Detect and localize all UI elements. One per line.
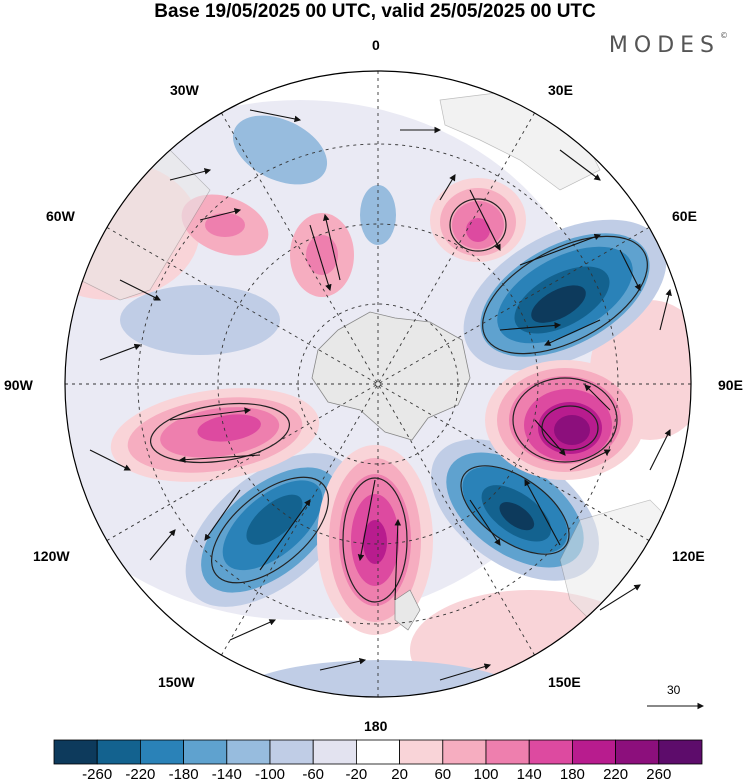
plot-title: Base 19/05/2025 00 UTC, valid 25/05/2025… — [154, 1, 596, 22]
colorbar-label: -180 — [168, 766, 199, 783]
contours — [149, 198, 648, 603]
pos-weak-60w-core — [205, 213, 245, 237]
neg-lobe-135w — [185, 453, 355, 607]
neg-weak-30w — [232, 115, 328, 185]
colorbar-label: -140 — [211, 766, 242, 783]
colorbar-label: 100 — [473, 766, 499, 783]
wind-vectors — [89, 109, 672, 681]
neg-weak-60w — [120, 285, 280, 355]
colorbar-swatch-11 — [528, 739, 573, 765]
lon-label-150w: 150W — [158, 674, 195, 690]
lon-label-90e: 90E — [718, 377, 743, 393]
colorbar-swatch-10 — [485, 739, 530, 765]
lon-label-30e: 30E — [548, 82, 573, 98]
colorbar-swatch-5 — [269, 739, 314, 765]
colorbar-swatch-0 — [53, 739, 98, 765]
colorbar-swatch-2 — [139, 739, 184, 765]
colorbar-swatch-9 — [442, 739, 487, 765]
neg-weak-0 — [360, 185, 396, 245]
lon-label-60w: 60W — [46, 208, 75, 224]
brand-mark: © — [720, 31, 728, 40]
colorbar-swatch-1 — [96, 739, 141, 765]
lon-label-120w: 120W — [33, 548, 70, 564]
colorbar-label: 60 — [434, 766, 452, 783]
colorbar-swatch-12 — [572, 739, 617, 765]
colorbar-swatch-4 — [226, 739, 271, 765]
colorbar-label: -220 — [125, 766, 156, 783]
colorbar-swatch-7 — [355, 739, 400, 765]
colorbar-label: -260 — [82, 766, 113, 783]
lon-label-180: 180 — [364, 718, 388, 734]
colorbar-swatch-3 — [183, 739, 228, 765]
pos-lobe-30e — [430, 178, 526, 262]
brand-text: MODES — [608, 33, 720, 58]
pos-lobe-90w — [110, 388, 320, 482]
colorbar-label: -100 — [254, 766, 286, 783]
colorbar-label: 140 — [516, 766, 542, 783]
pale-neg-south — [230, 660, 530, 697]
colorbar-label: -20 — [345, 766, 368, 783]
brand-logo: MODES© — [608, 31, 728, 58]
colorbar-swatch-8 — [399, 739, 444, 765]
colorbar-label: 260 — [646, 766, 672, 783]
lon-label-0: 0 — [372, 37, 380, 53]
antarctica-land — [311, 311, 471, 441]
lon-label-120e: 120E — [672, 548, 705, 564]
graticule — [65, 71, 691, 697]
colorbar-swatch-14 — [658, 739, 703, 765]
lon-label-90w: 90W — [4, 377, 33, 393]
lon-label-150e: 150E — [548, 674, 581, 690]
colorbar-label: 180 — [559, 766, 585, 783]
reference-vector-value: 30 — [667, 683, 681, 697]
new-zealand-land — [394, 589, 421, 631]
lon-label-60e: 60E — [672, 208, 697, 224]
pos-weak-30w-core — [306, 235, 338, 275]
pale-pos-south — [410, 590, 650, 697]
colorbar-swatch-13 — [615, 739, 660, 765]
pos-lobe-180 — [317, 445, 433, 635]
colorbar-swatch-6 — [312, 739, 357, 765]
colorbar-label: -60 — [302, 766, 325, 783]
colorbar-label: 20 — [391, 766, 408, 783]
colorbar-label: 220 — [603, 766, 629, 783]
map-border — [64, 70, 692, 698]
colorbar — [53, 739, 703, 765]
lon-label-30w: 30W — [170, 82, 199, 98]
